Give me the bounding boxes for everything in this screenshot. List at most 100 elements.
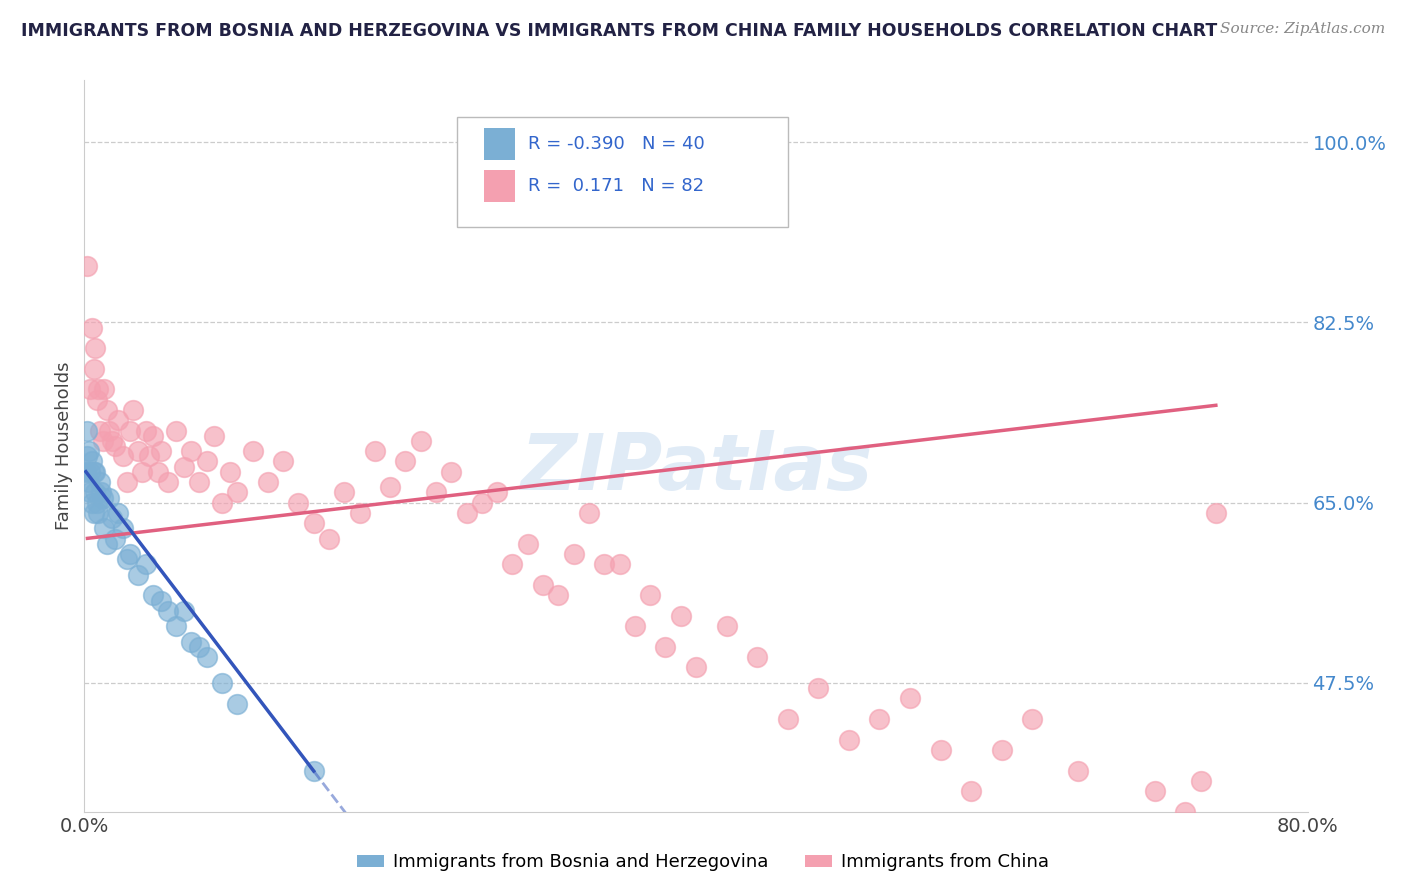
Point	[84, 341, 107, 355]
FancyBboxPatch shape	[484, 170, 515, 202]
Point	[165, 619, 187, 633]
Point	[654, 640, 676, 654]
Point	[79, 485, 101, 500]
Point	[180, 634, 202, 648]
Point	[287, 496, 309, 510]
Point	[380, 480, 402, 494]
Point	[349, 506, 371, 520]
Text: ZIPatlas: ZIPatlas	[520, 430, 872, 506]
Point	[83, 506, 105, 520]
Point	[188, 640, 211, 654]
Point	[685, 660, 707, 674]
Point	[869, 712, 891, 726]
Point	[1143, 784, 1166, 798]
Point	[1205, 506, 1227, 520]
Point	[104, 439, 127, 453]
Point	[218, 465, 240, 479]
Point	[226, 485, 249, 500]
Text: R =  0.171   N = 82: R = 0.171 N = 82	[529, 177, 704, 195]
Point	[80, 320, 103, 334]
Point	[107, 413, 129, 427]
Point	[127, 444, 149, 458]
Point	[142, 588, 165, 602]
Point	[776, 712, 799, 726]
Point	[547, 588, 569, 602]
Point	[173, 604, 195, 618]
Point	[593, 558, 616, 572]
Point	[93, 521, 115, 535]
Point	[364, 444, 387, 458]
Point	[86, 496, 108, 510]
Point	[394, 454, 416, 468]
Point	[122, 403, 145, 417]
Point	[86, 392, 108, 407]
Point	[131, 465, 153, 479]
Point	[87, 382, 110, 396]
Point	[83, 361, 105, 376]
Point	[257, 475, 280, 489]
Point	[107, 506, 129, 520]
Point	[89, 424, 111, 438]
Point	[180, 444, 202, 458]
Point	[516, 537, 538, 551]
Point	[471, 496, 494, 510]
Point	[80, 454, 103, 468]
Point	[226, 697, 249, 711]
Point	[195, 454, 218, 468]
Text: IMMIGRANTS FROM BOSNIA AND HERZEGOVINA VS IMMIGRANTS FROM CHINA FAMILY HOUSEHOLD: IMMIGRANTS FROM BOSNIA AND HERZEGOVINA V…	[21, 22, 1218, 40]
Text: Source: ZipAtlas.com: Source: ZipAtlas.com	[1219, 22, 1385, 37]
Point	[91, 491, 114, 505]
Point	[157, 475, 180, 489]
Point	[76, 424, 98, 438]
Point	[79, 465, 101, 479]
Point	[333, 485, 356, 500]
Point	[716, 619, 738, 633]
Point	[486, 485, 509, 500]
Point	[96, 537, 118, 551]
Point	[960, 784, 983, 798]
Point	[807, 681, 830, 695]
Point	[425, 485, 447, 500]
Point	[138, 450, 160, 464]
Point	[96, 403, 118, 417]
Point	[75, 465, 97, 479]
Point	[101, 511, 124, 525]
Point	[111, 521, 134, 535]
Point	[93, 382, 115, 396]
Point	[165, 424, 187, 438]
Point	[302, 516, 325, 531]
Point	[1067, 764, 1090, 778]
Point	[502, 558, 524, 572]
Point	[127, 567, 149, 582]
Point	[111, 450, 134, 464]
FancyBboxPatch shape	[484, 128, 515, 161]
Point	[149, 593, 172, 607]
Point	[115, 475, 138, 489]
Point	[83, 465, 105, 479]
FancyBboxPatch shape	[457, 117, 787, 227]
Point	[188, 475, 211, 489]
Point	[211, 676, 233, 690]
Point	[97, 424, 120, 438]
Point	[77, 444, 100, 458]
Point	[669, 609, 692, 624]
Point	[77, 475, 100, 489]
Point	[80, 496, 103, 510]
Point	[1174, 805, 1197, 819]
Point	[271, 454, 294, 468]
Point	[142, 428, 165, 442]
Point	[104, 532, 127, 546]
Point	[149, 444, 172, 458]
Point	[202, 428, 225, 442]
Point	[242, 444, 264, 458]
Point	[173, 459, 195, 474]
Legend: Immigrants from Bosnia and Herzegovina, Immigrants from China: Immigrants from Bosnia and Herzegovina, …	[350, 847, 1056, 879]
Point	[991, 743, 1014, 757]
Point	[157, 604, 180, 618]
Point	[195, 650, 218, 665]
Point	[1021, 712, 1043, 726]
Point	[456, 506, 478, 520]
Point	[87, 506, 110, 520]
Text: R = -0.390   N = 40: R = -0.390 N = 40	[529, 136, 706, 153]
Point	[531, 578, 554, 592]
